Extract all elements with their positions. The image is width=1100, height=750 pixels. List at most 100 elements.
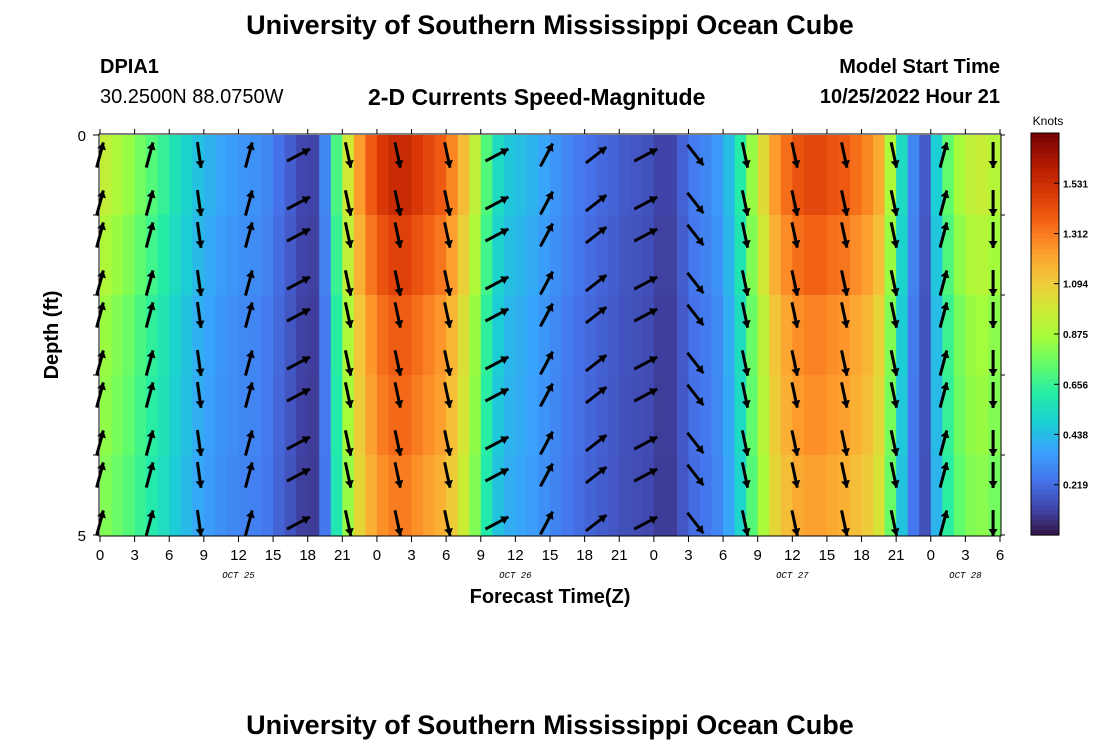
heatmap-cell	[261, 135, 274, 216]
current-vector	[740, 301, 751, 329]
current-vector	[633, 275, 658, 291]
heatmap-cell	[111, 375, 124, 456]
heatmap-cell	[700, 295, 713, 376]
current-vector	[938, 462, 950, 488]
heatmap-cell	[861, 455, 874, 536]
heatmap-cell	[630, 375, 643, 456]
current-vector	[195, 189, 205, 217]
current-vector	[144, 142, 156, 168]
current-vector	[443, 269, 453, 297]
current-vector	[889, 141, 900, 169]
current-vector	[286, 435, 311, 451]
heatmap-cell	[307, 375, 320, 456]
heatmap-cell	[400, 455, 413, 536]
x-tick-label: 15	[819, 547, 836, 564]
heatmap-cell	[457, 295, 470, 376]
colorbar-segment	[1031, 434, 1059, 441]
current-vector	[790, 349, 801, 377]
heatmap-cell	[930, 135, 943, 216]
current-vector	[393, 301, 404, 329]
heatmap-cell	[446, 375, 459, 456]
heatmap-cell	[607, 455, 620, 536]
current-vector	[195, 349, 205, 377]
colorbar-segment	[1031, 283, 1059, 290]
heatmap-cell	[607, 375, 620, 456]
heatmap-cell	[157, 295, 170, 376]
colorbar-tick-label: 1.312	[1063, 230, 1088, 241]
heatmap-cell	[919, 135, 932, 216]
current-vector	[889, 381, 900, 409]
colorbar-segment	[1031, 228, 1059, 235]
colorbar-segment	[1031, 218, 1059, 225]
heatmap-cell	[665, 215, 678, 296]
current-vector	[790, 509, 801, 537]
colorbar-segment	[1031, 514, 1059, 521]
current-vector	[686, 303, 705, 327]
heatmap-cell	[619, 135, 632, 216]
colorbar-segment	[1031, 203, 1059, 209]
heatmap-cell	[330, 215, 343, 296]
heatmap-cell	[803, 375, 816, 456]
heatmap-cell	[261, 375, 274, 456]
heatmap-cell	[896, 135, 909, 216]
current-vector	[286, 307, 311, 323]
heatmap-cell	[976, 135, 990, 216]
heatmap-cell	[550, 215, 563, 296]
colorbar-segment	[1031, 459, 1059, 466]
current-vector	[286, 515, 311, 531]
heatmap-cell	[988, 135, 1001, 216]
current-vector	[988, 190, 998, 216]
colorbar-segment	[1031, 313, 1059, 320]
heatmap-cell	[930, 215, 943, 296]
heatmap-cell	[503, 295, 516, 376]
current-vector	[790, 461, 801, 489]
heatmap-cell	[353, 215, 366, 296]
heatmap-cell	[226, 135, 240, 216]
heatmap-cell	[930, 455, 943, 536]
x-tick-label: 12	[507, 547, 524, 564]
heatmap-cell	[607, 215, 620, 296]
heatmap-cell	[619, 215, 632, 296]
heatmap-cell	[826, 295, 840, 376]
current-vector	[889, 509, 900, 537]
colorbar-segment	[1031, 173, 1059, 179]
heatmap-cell	[676, 135, 690, 216]
heatmap-cell	[423, 455, 436, 536]
heatmap-cell	[976, 295, 990, 376]
colorbar-segment	[1031, 349, 1059, 355]
heatmap-cell	[688, 135, 701, 216]
heatmap-cell	[469, 215, 482, 296]
day-label: OCT 25	[222, 571, 255, 581]
heatmap-cell	[965, 375, 978, 456]
heatmap-cell	[134, 455, 147, 536]
heatmap-cell	[619, 455, 632, 536]
current-vector	[244, 382, 255, 408]
heatmap-cell	[226, 215, 240, 296]
heatmap-cell	[353, 295, 366, 376]
current-vector	[244, 462, 255, 488]
heatmap-cell	[688, 295, 701, 376]
current-vector	[889, 461, 900, 489]
heatmap-cell	[307, 295, 320, 376]
current-vector	[633, 435, 658, 451]
colorbar-segment	[1031, 454, 1059, 461]
current-vector	[840, 349, 850, 377]
current-vector	[686, 511, 705, 535]
heatmap-cell	[261, 455, 274, 536]
colorbar-segment	[1031, 519, 1059, 526]
current-vector	[393, 349, 404, 377]
heatmap-cell	[676, 215, 690, 296]
day-label: OCT 28	[949, 571, 982, 581]
heatmap-cell	[550, 375, 563, 456]
heatmap-cell	[261, 215, 274, 296]
heatmap-cell	[400, 295, 413, 376]
colorbar-tick-label: 1.094	[1063, 280, 1088, 291]
current-vector	[686, 223, 705, 247]
colorbar-segment	[1031, 278, 1059, 285]
heatmap-cell	[284, 375, 297, 456]
heatmap-cell	[134, 135, 147, 216]
current-vector	[443, 349, 453, 377]
current-vector	[740, 189, 751, 217]
colorbar-segment	[1031, 399, 1059, 405]
heatmap-cell	[526, 135, 540, 216]
